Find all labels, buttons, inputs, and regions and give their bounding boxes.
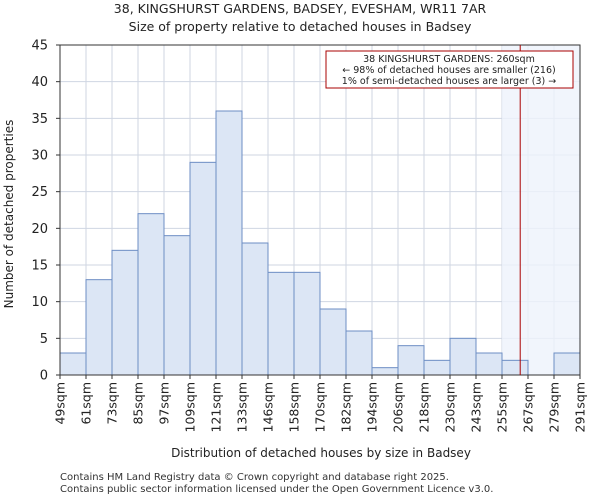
bar-194sqm xyxy=(371,367,399,376)
bar-206sqm xyxy=(397,345,425,376)
x-axis-label: Distribution of detached houses by size … xyxy=(171,446,471,460)
chart-subtitle: Size of property relative to detached ho… xyxy=(129,19,472,34)
bar-158sqm xyxy=(293,271,321,376)
bar-182sqm xyxy=(345,330,373,376)
x-tick-label: 170sqm xyxy=(313,382,328,432)
x-tick-label: 146sqm xyxy=(261,382,276,432)
bar-73sqm xyxy=(111,249,139,376)
x-tick-label: 158sqm xyxy=(287,382,302,432)
x-tick-label: 279sqm xyxy=(547,382,562,432)
bar-218sqm xyxy=(423,359,451,376)
bar-133sqm xyxy=(241,242,269,376)
x-tick-label: 243sqm xyxy=(469,382,484,432)
annotation-line-2: ← 98% of detached houses are smaller (21… xyxy=(342,65,555,76)
y-tick-label: 10 xyxy=(31,295,48,310)
x-axis-ticks: 49sqm 61sqm 73sqm 85sqm 97sqm 109sqm 121sqm 133… xyxy=(53,375,588,432)
x-tick-label: 291sqm xyxy=(573,382,588,432)
y-axis-label: Number of detached properties xyxy=(2,120,16,309)
bars xyxy=(59,110,581,376)
y-tick-label: 30 xyxy=(31,149,48,164)
y-tick-label: 45 xyxy=(31,39,48,54)
y-tick-label: 35 xyxy=(31,112,48,127)
x-tick-label: 255sqm xyxy=(495,382,510,432)
bar-170sqm xyxy=(319,308,347,376)
footer-licence: Contains public sector information licen… xyxy=(60,484,494,495)
y-axis-ticks: 0 5 10 15 20 25 30 35 40 45 xyxy=(31,39,60,384)
x-tick-label: 194sqm xyxy=(365,382,380,432)
y-tick-label: 40 xyxy=(31,75,48,90)
bar-49sqm xyxy=(59,352,87,376)
y-tick-label: 25 xyxy=(31,185,48,200)
bar-121sqm xyxy=(215,110,243,376)
x-tick-label: 230sqm xyxy=(443,382,458,432)
x-tick-label: 49sqm xyxy=(53,382,68,425)
x-tick-label: 97sqm xyxy=(157,382,172,425)
y-tick-label: 0 xyxy=(40,369,48,384)
footer-copyright: Contains HM Land Registry data © Crown c… xyxy=(60,472,449,483)
bar-230sqm xyxy=(449,337,477,376)
highlight-region xyxy=(502,45,580,375)
x-tick-label: 218sqm xyxy=(417,382,432,432)
bar-109sqm xyxy=(189,161,217,376)
bar-97sqm xyxy=(163,235,191,376)
x-tick-label: 109sqm xyxy=(183,382,198,432)
y-tick-label: 20 xyxy=(31,222,48,237)
x-tick-label: 133sqm xyxy=(235,382,250,432)
x-tick-label: 85sqm xyxy=(131,382,146,425)
x-tick-label: 61sqm xyxy=(79,382,94,425)
x-tick-label: 267sqm xyxy=(521,382,536,432)
x-tick-label: 182sqm xyxy=(339,382,354,432)
bar-146sqm xyxy=(267,271,295,376)
bar-279sqm xyxy=(553,352,581,376)
y-tick-label: 15 xyxy=(31,259,48,274)
bar-255sqm xyxy=(501,359,529,376)
bar-61sqm xyxy=(85,279,113,376)
annotation-line-3: 1% of semi-detached houses are larger (3… xyxy=(342,76,556,87)
x-tick-label: 206sqm xyxy=(391,382,406,432)
y-tick-label: 5 xyxy=(40,332,48,347)
x-tick-label: 73sqm xyxy=(105,382,120,425)
annotation-box: 38 KINGSHURST GARDENS: 260sqm ← 98% of d… xyxy=(325,50,574,89)
chart-title-address: 38, KINGSHURST GARDENS, BADSEY, EVESHAM,… xyxy=(114,1,487,16)
annotation-line-1: 38 KINGSHURST GARDENS: 260sqm xyxy=(363,54,535,65)
bar-85sqm xyxy=(137,213,165,376)
bar-243sqm xyxy=(475,352,503,376)
x-tick-label: 121sqm xyxy=(209,382,224,432)
